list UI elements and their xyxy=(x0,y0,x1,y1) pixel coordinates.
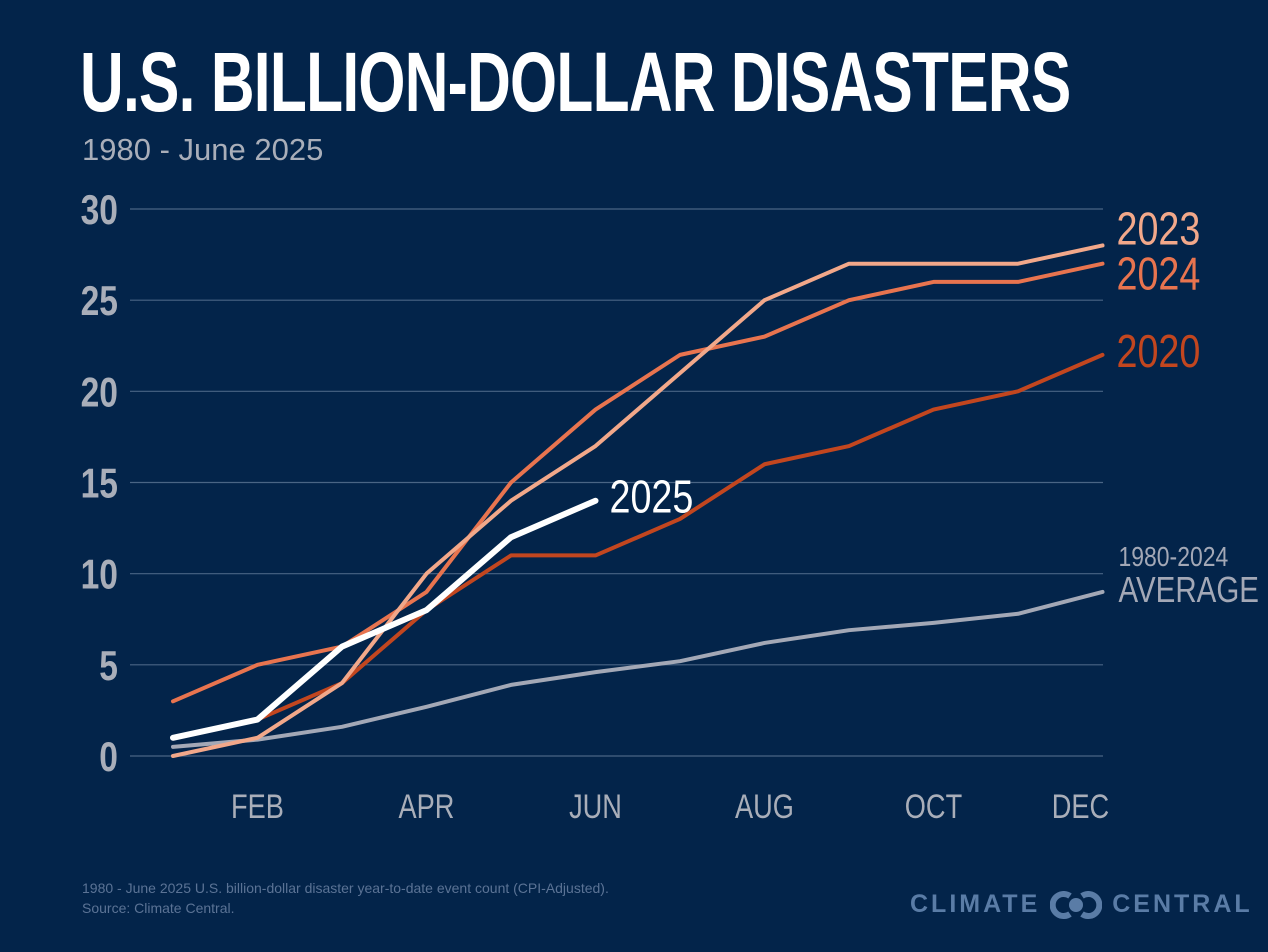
x-tick-label: APR xyxy=(399,787,455,826)
footnote: 1980 - June 2025 U.S. billion-dollar dis… xyxy=(82,878,609,918)
x-tick-label: DEC xyxy=(1052,787,1109,826)
y-tick-label: 20 xyxy=(81,370,118,416)
y-tick-label: 15 xyxy=(81,461,118,507)
series-line-2023 xyxy=(171,243,1105,758)
y-tick-label: 25 xyxy=(81,279,118,325)
x-tick-label: OCT xyxy=(905,787,963,826)
series-label-line1: 1980-2024 xyxy=(1119,542,1229,573)
footnote-source: Source: Climate Central. xyxy=(82,900,235,916)
series-label-2024: 2024 xyxy=(1117,248,1201,299)
logo-text-right: CENTRAL xyxy=(1112,890,1253,918)
y-tick-label: 0 xyxy=(99,735,118,781)
series-line-2020 xyxy=(171,352,1105,740)
series-label-2023: 2023 xyxy=(1117,203,1201,254)
series-line-1980-2024-average xyxy=(171,589,1105,749)
climate-central-logo-icon xyxy=(1049,890,1103,919)
x-tick-label: FEB xyxy=(231,787,284,826)
chart-title: U.S. BILLION-DOLLAR DISASTERS xyxy=(80,35,1071,129)
chart-subtitle: 1980 - June 2025 xyxy=(82,132,324,167)
series-line-2024 xyxy=(171,261,1105,704)
series-line-2025 xyxy=(170,497,599,741)
y-tick-label: 30 xyxy=(81,188,118,234)
x-tick-label: AUG xyxy=(735,787,794,826)
x-tick-label: JUN xyxy=(569,787,622,826)
series-label-line2: AVERAGE xyxy=(1119,569,1259,609)
series-label-2025: 2025 xyxy=(610,471,694,522)
series-label-2020: 2020 xyxy=(1117,325,1201,376)
footnote-line1: 1980 - June 2025 U.S. billion-dollar dis… xyxy=(82,880,609,896)
y-tick-label: 5 xyxy=(99,643,118,689)
climate-central-logo: CLIMATE CENTRAL xyxy=(910,890,1253,919)
logo-text-left: CLIMATE xyxy=(910,890,1041,918)
y-tick-label: 10 xyxy=(81,552,118,598)
